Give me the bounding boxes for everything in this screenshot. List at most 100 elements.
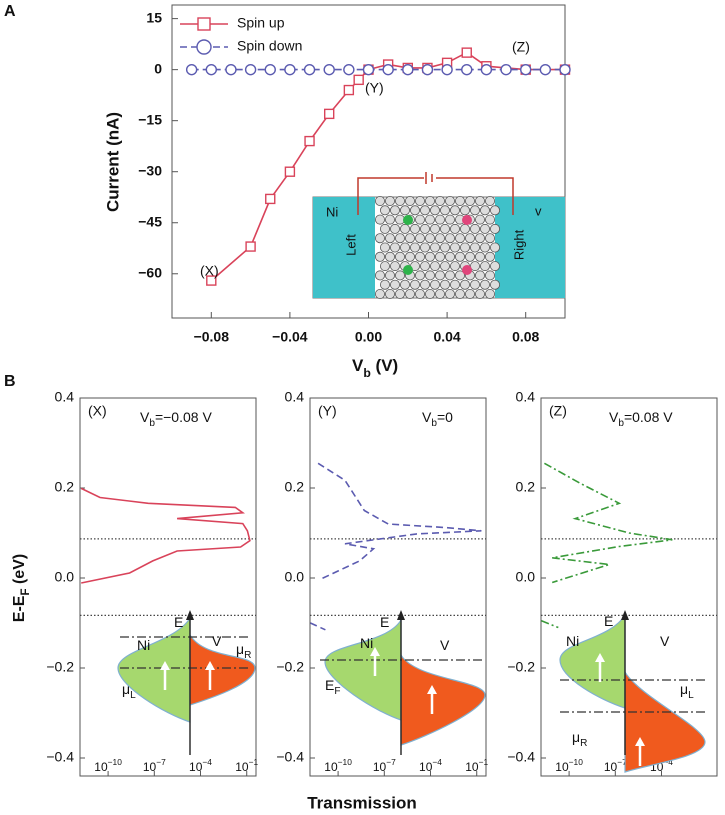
dopant (403, 215, 413, 225)
battery (425, 172, 433, 184)
atom (414, 195, 425, 206)
atom (434, 195, 445, 206)
atom (424, 288, 435, 299)
atom (394, 270, 405, 281)
atom (419, 223, 430, 234)
y-tick-label: −0.2 (276, 659, 304, 675)
inset-label: E (174, 614, 183, 630)
y-tick-label: 0.0 (516, 569, 536, 585)
marker (343, 63, 355, 76)
x-tick-label-part: −7 (156, 757, 166, 767)
y-tick-label: 0.0 (285, 569, 305, 585)
spin-arrow-head (635, 737, 645, 746)
x-tick-label-part: 10 (465, 760, 479, 774)
bias-label-part: =−0.08 V (155, 409, 212, 425)
spin-arrow-head (595, 653, 605, 662)
marker (362, 63, 375, 76)
marker (441, 63, 453, 76)
x-tick-label-part: 10 (324, 760, 338, 774)
atom (449, 223, 460, 234)
x-tick-label-part: −4 (663, 757, 673, 767)
dos-right (624, 669, 706, 773)
atom (484, 233, 495, 244)
dos-left (324, 617, 402, 721)
atom (424, 233, 435, 244)
atom (389, 261, 400, 272)
inset-label: Ni (137, 637, 150, 653)
atom (454, 233, 465, 244)
atom (374, 195, 385, 206)
dos-right (400, 652, 486, 746)
atom (414, 288, 425, 299)
x-axis-label: Vb (V) (352, 356, 398, 380)
atom (429, 205, 440, 216)
bias-label-part: b (618, 418, 624, 429)
x-tick-label-part: 10 (555, 760, 569, 774)
marker (244, 63, 257, 76)
atom (484, 251, 495, 262)
bias-label-part: b (149, 418, 155, 429)
energy-arrow (397, 610, 405, 620)
panel-label: A (4, 3, 16, 20)
y-tick-label: −0.4 (276, 749, 304, 765)
inset-label: Ni (360, 635, 373, 651)
atom (489, 205, 500, 216)
series-line (544, 462, 673, 584)
x-tick-label: 10−4 (419, 757, 442, 774)
x-tick-label-part: −4 (202, 757, 212, 767)
marker (480, 63, 493, 76)
atom (384, 270, 395, 281)
x-tick-label-part: 10 (235, 760, 249, 774)
inset-label: μL (122, 681, 136, 701)
x-tick-label: 0.04 (433, 329, 460, 345)
dos-left (117, 615, 191, 723)
atom (404, 288, 415, 299)
atom (414, 251, 425, 262)
inset-label-part: Ni (566, 633, 579, 649)
x-tick-label-part: 10 (143, 760, 157, 774)
atom (444, 251, 455, 262)
atom (434, 233, 445, 244)
marker (323, 63, 335, 76)
atom (434, 251, 445, 262)
inset-label-part: R (244, 650, 251, 661)
atom (399, 205, 410, 216)
inset-label-part: E (604, 613, 613, 629)
series-line (317, 462, 482, 580)
inset-label-part: μ (122, 681, 130, 697)
marker (324, 108, 335, 120)
y-tick-label: −15 (138, 111, 162, 127)
plot-frame (309, 397, 487, 777)
atom (384, 214, 395, 225)
atom (374, 233, 385, 244)
inset-label-part: L (130, 690, 136, 701)
bias-label: Vb=−0.08 V (140, 409, 212, 429)
x-tick-label: 0.00 (355, 329, 382, 345)
x-tick-label: −0.04 (272, 329, 308, 345)
circuit (357, 177, 514, 215)
atom (489, 279, 500, 290)
x-tick-label: −0.08 (194, 329, 230, 345)
x-tick-label-part: −7 (617, 757, 627, 767)
inset-label: V (660, 633, 670, 649)
marker (461, 47, 472, 58)
marker (205, 63, 218, 76)
inset-label-part: E (174, 614, 183, 630)
inset-label: V (440, 637, 450, 653)
atom (444, 214, 455, 225)
atom (434, 214, 445, 225)
atom (439, 223, 450, 234)
atom (424, 214, 435, 225)
legend-marker (197, 17, 211, 31)
atom (444, 270, 455, 281)
marker (461, 63, 473, 76)
atom (429, 279, 440, 290)
series-line (541, 620, 559, 629)
series-line (310, 622, 326, 631)
atom (464, 251, 475, 262)
dos-right (189, 632, 256, 706)
bias-label: Vb=0.08 V (609, 409, 673, 429)
legend-marker (196, 39, 212, 55)
